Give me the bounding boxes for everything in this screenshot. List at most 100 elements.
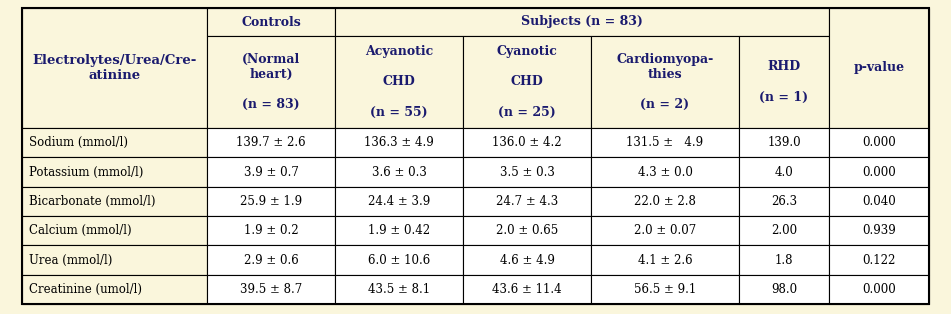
Bar bbox=[591, 187, 739, 216]
Bar bbox=[335, 36, 463, 128]
Bar bbox=[829, 245, 929, 275]
Bar bbox=[591, 36, 739, 128]
Text: 6.0 ± 10.6: 6.0 ± 10.6 bbox=[368, 253, 430, 267]
Text: 39.5 ± 8.7: 39.5 ± 8.7 bbox=[240, 283, 302, 296]
Text: 4.1 ± 2.6: 4.1 ± 2.6 bbox=[638, 253, 692, 267]
Text: Calcium (mmol/l): Calcium (mmol/l) bbox=[29, 224, 131, 237]
Bar bbox=[207, 187, 335, 216]
Text: (Normal
heart)

(n = 83): (Normal heart) (n = 83) bbox=[242, 53, 301, 111]
Text: 1.9 ± 0.2: 1.9 ± 0.2 bbox=[243, 224, 299, 237]
Text: 56.5 ± 9.1: 56.5 ± 9.1 bbox=[634, 283, 696, 296]
Text: 3.5 ± 0.3: 3.5 ± 0.3 bbox=[499, 165, 554, 178]
Bar bbox=[335, 157, 463, 187]
Bar bbox=[591, 157, 739, 187]
Text: 2.9 ± 0.6: 2.9 ± 0.6 bbox=[243, 253, 299, 267]
Bar bbox=[207, 245, 335, 275]
Bar bbox=[463, 187, 591, 216]
Text: Controls: Controls bbox=[242, 15, 301, 29]
Text: 136.0 ± 4.2: 136.0 ± 4.2 bbox=[493, 136, 562, 149]
Bar bbox=[463, 245, 591, 275]
Text: 4.6 ± 4.9: 4.6 ± 4.9 bbox=[499, 253, 554, 267]
Text: Bicarbonate (mmol/l): Bicarbonate (mmol/l) bbox=[29, 195, 156, 208]
Text: 0.000: 0.000 bbox=[863, 136, 896, 149]
Text: Cardiomyopa-
thies

(n = 2): Cardiomyopa- thies (n = 2) bbox=[616, 53, 713, 111]
Bar bbox=[829, 157, 929, 187]
Text: 43.6 ± 11.4: 43.6 ± 11.4 bbox=[493, 283, 562, 296]
Bar bbox=[207, 128, 335, 157]
Bar bbox=[591, 128, 739, 157]
Bar bbox=[22, 128, 207, 157]
Bar bbox=[829, 8, 929, 128]
Text: 0.939: 0.939 bbox=[863, 224, 896, 237]
Bar bbox=[207, 36, 335, 128]
Bar bbox=[207, 275, 335, 304]
Text: 0.122: 0.122 bbox=[863, 253, 896, 267]
Text: 139.0: 139.0 bbox=[767, 136, 801, 149]
Text: Electrolytes/Urea/Cre-
atinine: Electrolytes/Urea/Cre- atinine bbox=[32, 54, 197, 82]
Text: 0.040: 0.040 bbox=[863, 195, 896, 208]
Bar bbox=[591, 275, 739, 304]
Bar bbox=[335, 8, 829, 36]
Bar bbox=[739, 216, 829, 245]
Bar bbox=[591, 216, 739, 245]
Text: Subjects (n = 83): Subjects (n = 83) bbox=[521, 15, 643, 29]
Text: 98.0: 98.0 bbox=[771, 283, 797, 296]
Bar bbox=[739, 157, 829, 187]
Bar bbox=[463, 128, 591, 157]
Text: 139.7 ± 2.6: 139.7 ± 2.6 bbox=[236, 136, 306, 149]
Bar bbox=[739, 128, 829, 157]
Bar bbox=[207, 157, 335, 187]
Bar bbox=[335, 187, 463, 216]
Bar bbox=[22, 8, 207, 128]
Text: 24.7 ± 4.3: 24.7 ± 4.3 bbox=[495, 195, 558, 208]
Text: RHD

(n = 1): RHD (n = 1) bbox=[760, 61, 808, 104]
Bar bbox=[739, 187, 829, 216]
Text: 2.0 ± 0.07: 2.0 ± 0.07 bbox=[634, 224, 696, 237]
Text: p-value: p-value bbox=[853, 62, 904, 74]
Text: Creatinine (umol/l): Creatinine (umol/l) bbox=[29, 283, 142, 296]
Text: 2.0 ± 0.65: 2.0 ± 0.65 bbox=[495, 224, 558, 237]
Bar bbox=[463, 216, 591, 245]
Bar bbox=[591, 245, 739, 275]
Bar bbox=[335, 245, 463, 275]
Bar bbox=[22, 245, 207, 275]
Text: 4.0: 4.0 bbox=[775, 165, 793, 178]
Bar bbox=[463, 36, 591, 128]
Text: 22.0 ± 2.8: 22.0 ± 2.8 bbox=[634, 195, 696, 208]
Text: 43.5 ± 8.1: 43.5 ± 8.1 bbox=[368, 283, 430, 296]
Bar bbox=[739, 36, 829, 128]
Text: 0.000: 0.000 bbox=[863, 165, 896, 178]
Text: 1.9 ± 0.42: 1.9 ± 0.42 bbox=[368, 224, 430, 237]
Text: Sodium (mmol/l): Sodium (mmol/l) bbox=[29, 136, 128, 149]
Text: 24.4 ± 3.9: 24.4 ± 3.9 bbox=[368, 195, 430, 208]
Bar bbox=[463, 275, 591, 304]
Bar bbox=[335, 216, 463, 245]
Bar bbox=[739, 245, 829, 275]
Bar bbox=[463, 157, 591, 187]
Text: 136.3 ± 4.9: 136.3 ± 4.9 bbox=[364, 136, 434, 149]
Text: 0.000: 0.000 bbox=[863, 283, 896, 296]
Bar bbox=[829, 128, 929, 157]
Bar bbox=[22, 187, 207, 216]
Text: 131.5 ±   4.9: 131.5 ± 4.9 bbox=[627, 136, 704, 149]
Text: Cyanotic

CHD

(n = 25): Cyanotic CHD (n = 25) bbox=[496, 46, 557, 118]
Bar bbox=[207, 8, 335, 36]
Bar bbox=[22, 216, 207, 245]
Text: Acyanotic

CHD

(n = 55): Acyanotic CHD (n = 55) bbox=[365, 46, 433, 118]
Text: 3.9 ± 0.7: 3.9 ± 0.7 bbox=[243, 165, 299, 178]
Text: 26.3: 26.3 bbox=[771, 195, 797, 208]
Text: 4.3 ± 0.0: 4.3 ± 0.0 bbox=[637, 165, 692, 178]
Text: 25.9 ± 1.9: 25.9 ± 1.9 bbox=[240, 195, 302, 208]
Text: 1.8: 1.8 bbox=[775, 253, 793, 267]
Bar bbox=[335, 275, 463, 304]
Bar bbox=[739, 275, 829, 304]
Bar bbox=[829, 216, 929, 245]
Text: Potassium (mmol/l): Potassium (mmol/l) bbox=[29, 165, 144, 178]
Bar bbox=[22, 157, 207, 187]
Bar bbox=[829, 187, 929, 216]
Text: Urea (mmol/l): Urea (mmol/l) bbox=[29, 253, 112, 267]
Bar bbox=[22, 275, 207, 304]
Bar bbox=[207, 216, 335, 245]
Bar bbox=[335, 128, 463, 157]
Bar bbox=[829, 275, 929, 304]
